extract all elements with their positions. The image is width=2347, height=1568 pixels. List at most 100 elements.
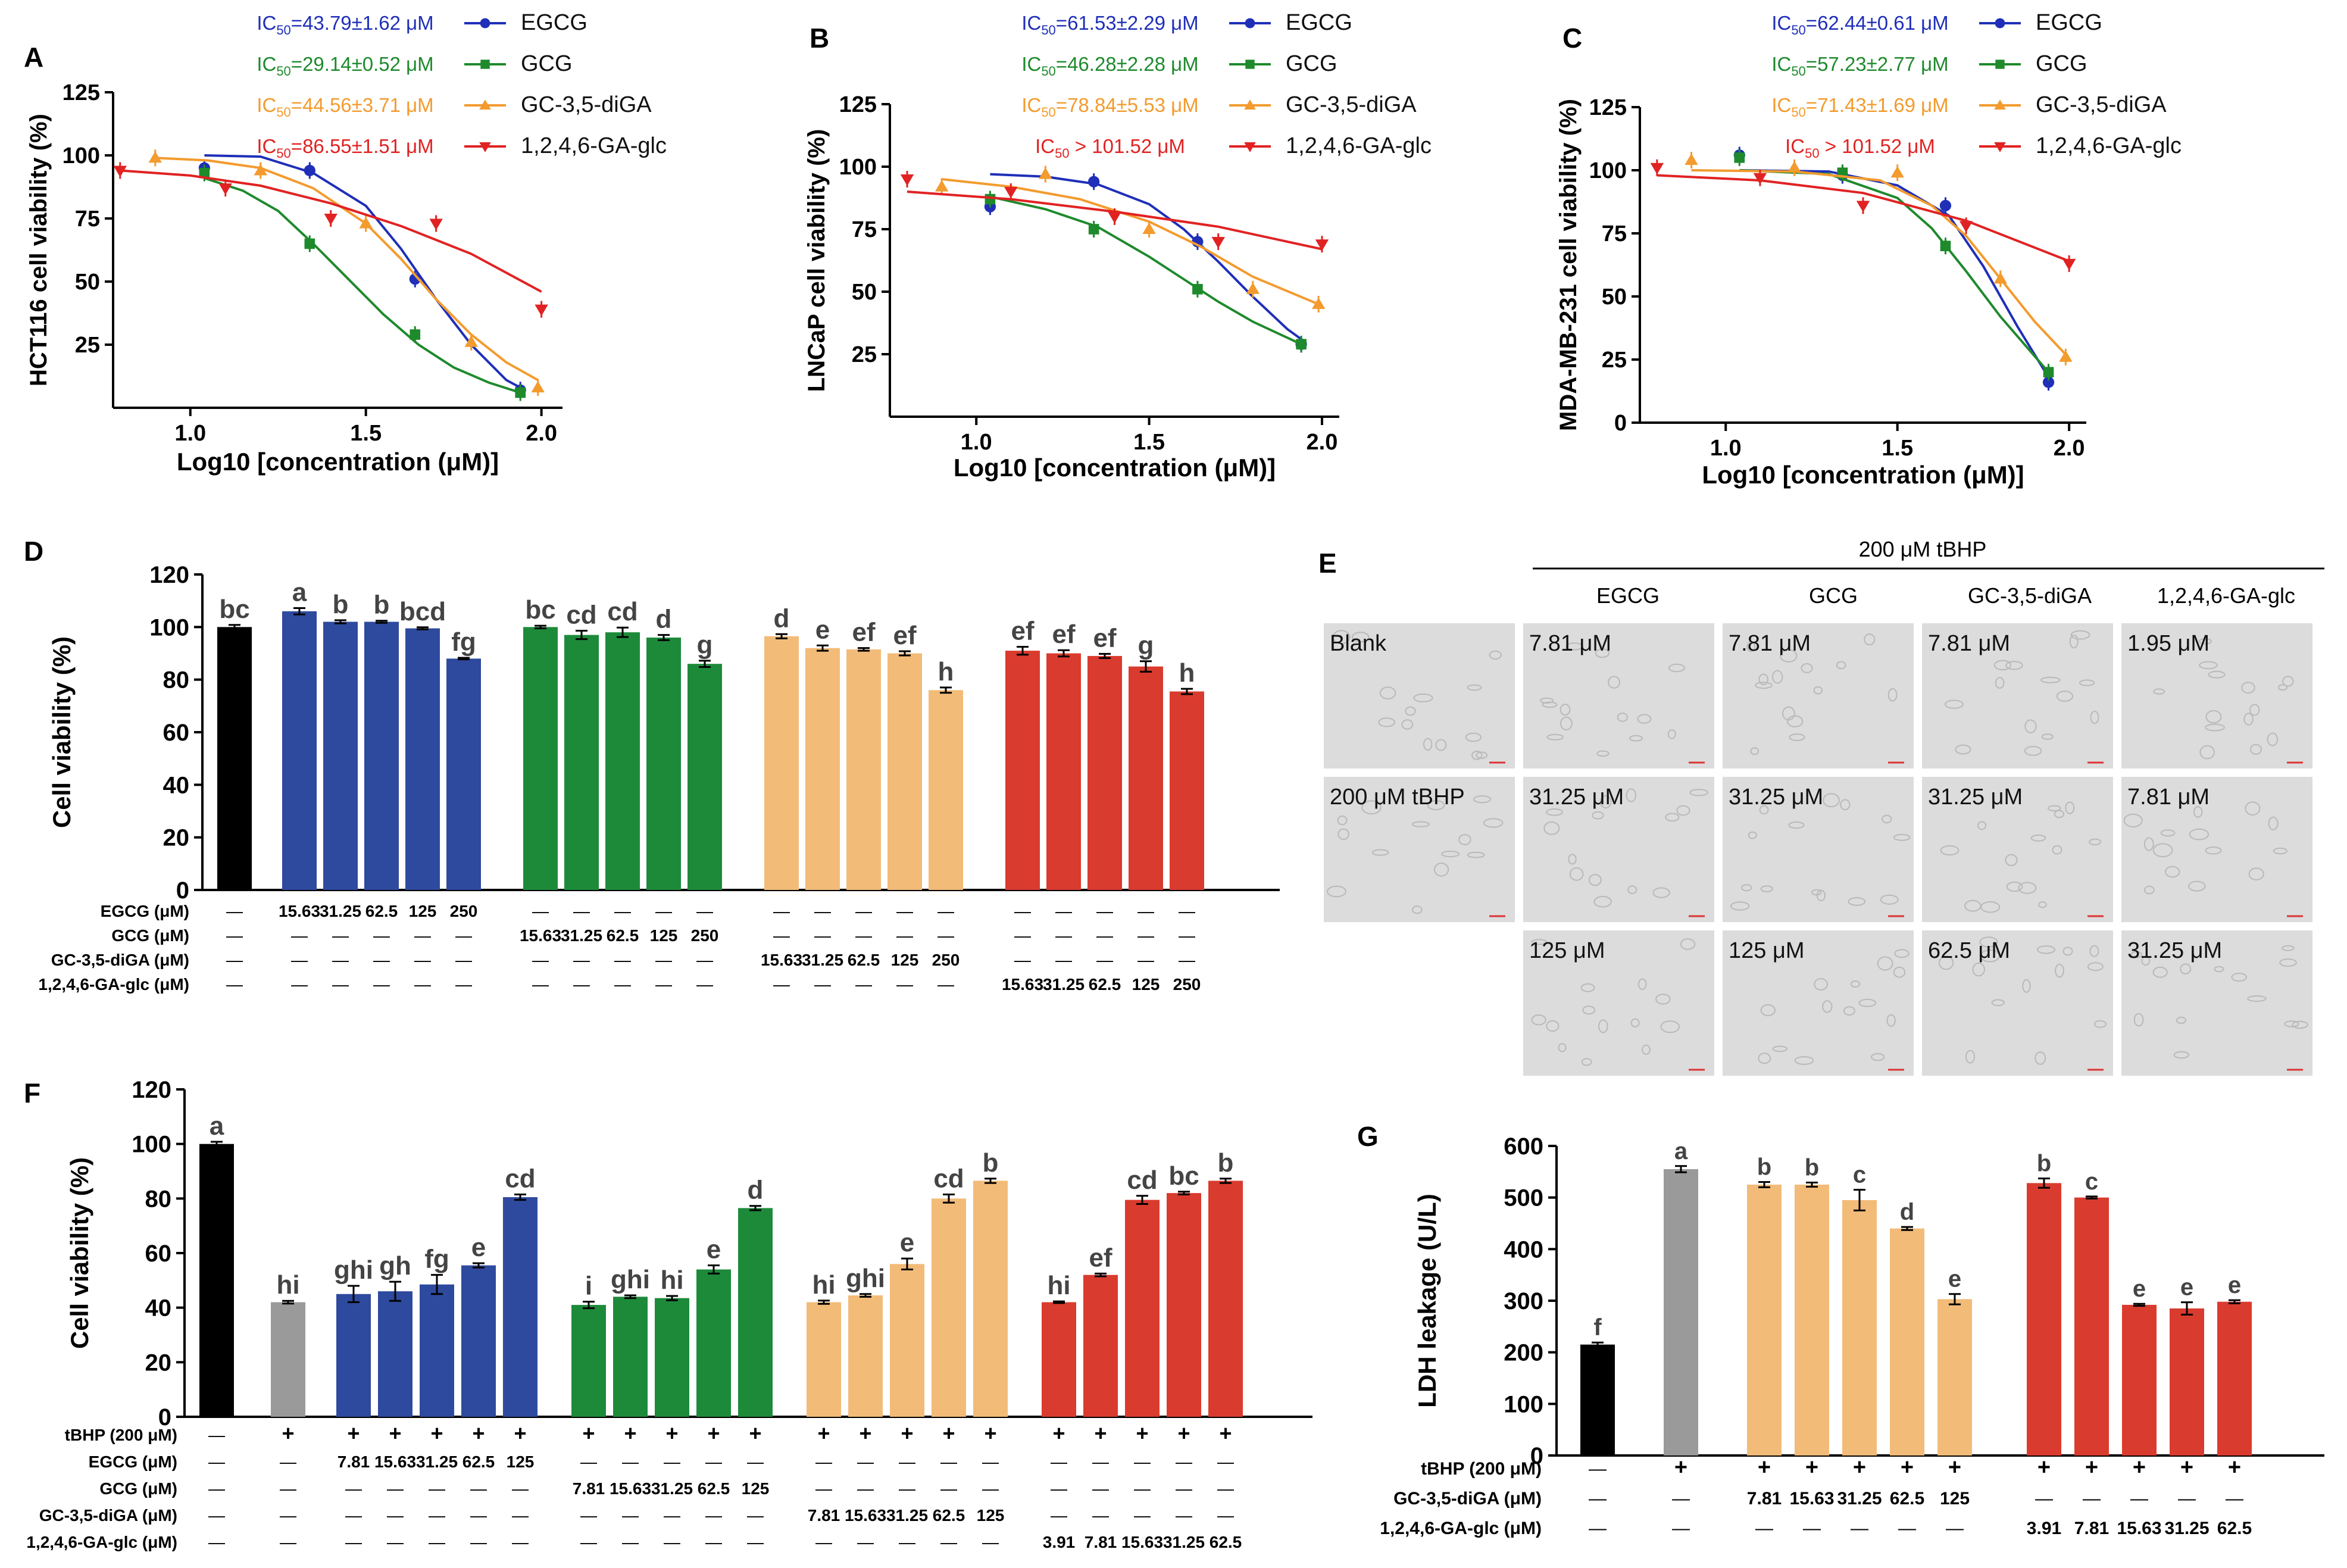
cell-outline: [2284, 1020, 2299, 1027]
significance-letter: b: [1757, 1154, 1771, 1180]
cell-outline: [1816, 889, 1826, 901]
treatment-cell: +: [707, 1421, 720, 1445]
treatment-cell: —: [1672, 1489, 1690, 1508]
cell-outline: [1789, 733, 1805, 741]
treatment-cell: —: [815, 1479, 832, 1498]
cell-outline: [1581, 1058, 1592, 1066]
ic50-prefix: IC: [257, 135, 276, 157]
cell-outline: [1676, 805, 1690, 816]
data-point: [409, 273, 421, 285]
y-axis-title: Cell viability (%): [48, 636, 76, 828]
treatment-cell: —: [414, 975, 431, 994]
y-tick-label: 50: [852, 280, 877, 305]
ic50-prefix: IC: [1021, 12, 1041, 34]
series-gc-3-5-diga: [148, 149, 545, 396]
cell-outline: [1546, 733, 1564, 741]
x-tick-label: 1.0: [1710, 436, 1742, 461]
data-point: [985, 193, 996, 205]
bar: [1890, 1228, 1924, 1455]
micrograph-dose-label: 31.25 μM: [2127, 938, 2222, 963]
bar-group: e: [696, 1235, 731, 1417]
treatment-cell: +: [817, 1421, 830, 1445]
bar: [405, 628, 440, 890]
bar-group: h: [929, 657, 963, 890]
treatment-cell: —: [747, 1506, 764, 1525]
bar-group: e: [2170, 1275, 2204, 1455]
ic50-prefix: IC: [1771, 94, 1791, 116]
cell-outline: [1813, 686, 1823, 695]
treatment-cell: 15.63: [845, 1506, 886, 1525]
significance-letter: bcd: [399, 597, 446, 626]
cell-outline: [2268, 816, 2279, 830]
bar: [605, 632, 640, 890]
cell-outline: [2055, 963, 2064, 978]
significance-letter: fg: [424, 1245, 449, 1274]
data-point: [2042, 376, 2055, 388]
treatment-cell: 7.81: [337, 1453, 370, 1471]
bar-group: b: [1208, 1148, 1243, 1417]
significance-letter: e: [2228, 1272, 2241, 1298]
treatment-cell: —: [857, 1453, 874, 1471]
micrograph-frame: [1920, 774, 2115, 924]
cell-outline: [2069, 635, 2079, 649]
treatment-cell: —: [899, 1479, 915, 1498]
cell-outline: [2070, 630, 2090, 640]
micrograph-frame: [1920, 621, 2115, 771]
treatment-cell: —: [655, 902, 672, 920]
treatment-cell: 31.25: [561, 926, 602, 945]
bar-group: d: [1890, 1199, 1924, 1455]
x-axis-title: Log10 [concentration (μM)]: [954, 454, 1276, 482]
treatment-cell: —: [664, 1533, 680, 1551]
bar: [2170, 1308, 2204, 1455]
treatment-cell: —: [1092, 1453, 1109, 1471]
fit-curve: [155, 157, 539, 382]
significance-letter: a: [1674, 1138, 1688, 1164]
treatment-cell: —: [208, 1426, 225, 1444]
treatment-cell: —: [387, 1506, 404, 1525]
bar: [420, 1284, 454, 1417]
treatment-cell: 250: [691, 926, 719, 945]
treatment-cell: —: [622, 1453, 639, 1471]
legend-label: 1,2,4,6-GA-glc: [521, 133, 667, 158]
treatment-cell: —: [664, 1506, 680, 1525]
y-tick-label: 400: [1504, 1236, 1543, 1263]
treatment-cell: +: [1219, 1421, 1232, 1445]
treatment-cell: —: [1946, 1519, 1964, 1538]
y-tick-label: 200: [1504, 1340, 1543, 1366]
bar-group: hi: [655, 1266, 689, 1417]
treatment-cell: —: [470, 1479, 487, 1498]
treatment-cell: 31.25: [1163, 1533, 1205, 1551]
y-tick-label: 80: [145, 1186, 172, 1212]
cell-outline: [1539, 697, 1554, 704]
cell-outline: [1822, 1000, 1833, 1013]
data-point: [2043, 367, 2054, 377]
treatment-cell: —: [291, 951, 308, 969]
treatment-cell: —: [1134, 1479, 1151, 1498]
bar-group: cd: [564, 601, 599, 890]
cell-outline: [1565, 642, 1583, 651]
cell-outline: [1864, 633, 1876, 646]
bar-group: h: [1170, 658, 1204, 890]
significance-letter: cd: [933, 1164, 964, 1193]
cell-outline: [1660, 1020, 1680, 1033]
series-gcg: [985, 190, 1307, 353]
cell-outline: [2141, 956, 2151, 966]
cell-outline: [2160, 829, 2176, 837]
treatment-cell: —: [899, 1453, 915, 1471]
y-tick-label: 0: [176, 877, 189, 904]
legend-label: GC-3,5-diGA: [521, 92, 652, 117]
y-axis-title: HCT116 cell viability (%): [26, 114, 52, 386]
treatment-cell: —: [512, 1533, 529, 1551]
treatment-cell: —: [815, 1533, 832, 1551]
chart-g-ldh-leakage: 0 100 200 300 400 500 600 LDH leakage (U/L) f a b b…: [1380, 1133, 2324, 1538]
x-tick-label: 1.0: [961, 430, 992, 455]
bar-group: ghi: [334, 1255, 373, 1417]
significance-letter: fg: [451, 627, 476, 657]
cell-outline: [1965, 1050, 1976, 1064]
cell-outline: [2006, 881, 2023, 892]
treatment-cell: —: [280, 1506, 296, 1525]
cell-outline: [1598, 1019, 1608, 1033]
treatment-cell: +: [582, 1421, 595, 1445]
treatment-cell: —: [855, 975, 872, 994]
treatment-cell: —: [226, 975, 243, 994]
